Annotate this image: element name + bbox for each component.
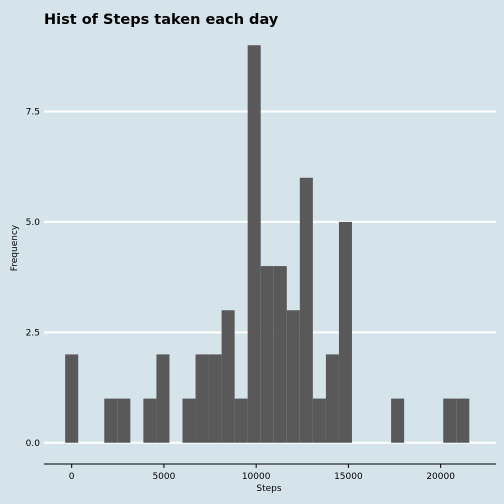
x-axis-label: Steps bbox=[256, 484, 281, 494]
x-tick-label-3: 15000 bbox=[334, 472, 363, 482]
bar-17 bbox=[338, 221, 352, 443]
bar-9 bbox=[234, 398, 248, 443]
x-axis: 0 5000 10000 15000 20000 bbox=[44, 463, 496, 482]
bar-18 bbox=[391, 398, 405, 443]
bar-2 bbox=[117, 398, 131, 443]
bar-6 bbox=[195, 354, 209, 443]
bar-0 bbox=[65, 354, 79, 443]
chart-title: Hist of Steps taken each day bbox=[44, 12, 279, 28]
bar-1 bbox=[104, 398, 118, 443]
bar-13 bbox=[286, 310, 300, 443]
bar-19 bbox=[443, 398, 457, 443]
bar-16 bbox=[325, 354, 339, 443]
x-tick-label-1: 5000 bbox=[152, 472, 175, 482]
y-tick-label-1: 2.5 bbox=[26, 328, 40, 338]
y-axis-ticks: 0.0 2.5 5.0 7.5 bbox=[26, 108, 41, 449]
bar-5 bbox=[182, 398, 196, 443]
bar-7 bbox=[208, 354, 222, 443]
x-tick-label-4: 20000 bbox=[426, 472, 455, 482]
x-tick-label-0: 0 bbox=[69, 472, 75, 482]
y-tick-label-2: 5.0 bbox=[26, 218, 41, 228]
y-axis-label: Frequency bbox=[10, 224, 20, 271]
bar-8 bbox=[221, 310, 235, 443]
bar-12 bbox=[273, 266, 287, 443]
bar-4 bbox=[156, 354, 170, 443]
bar-3 bbox=[143, 398, 157, 443]
y-tick-label-0: 0.0 bbox=[26, 439, 41, 449]
bar-20 bbox=[456, 398, 470, 443]
bar-15 bbox=[312, 398, 326, 443]
bar-14 bbox=[299, 177, 313, 443]
x-tick-label-2: 10000 bbox=[242, 472, 271, 482]
y-tick-label-3: 7.5 bbox=[26, 108, 40, 118]
bars bbox=[65, 45, 470, 443]
bar-10 bbox=[247, 45, 261, 443]
bar-11 bbox=[260, 266, 274, 443]
